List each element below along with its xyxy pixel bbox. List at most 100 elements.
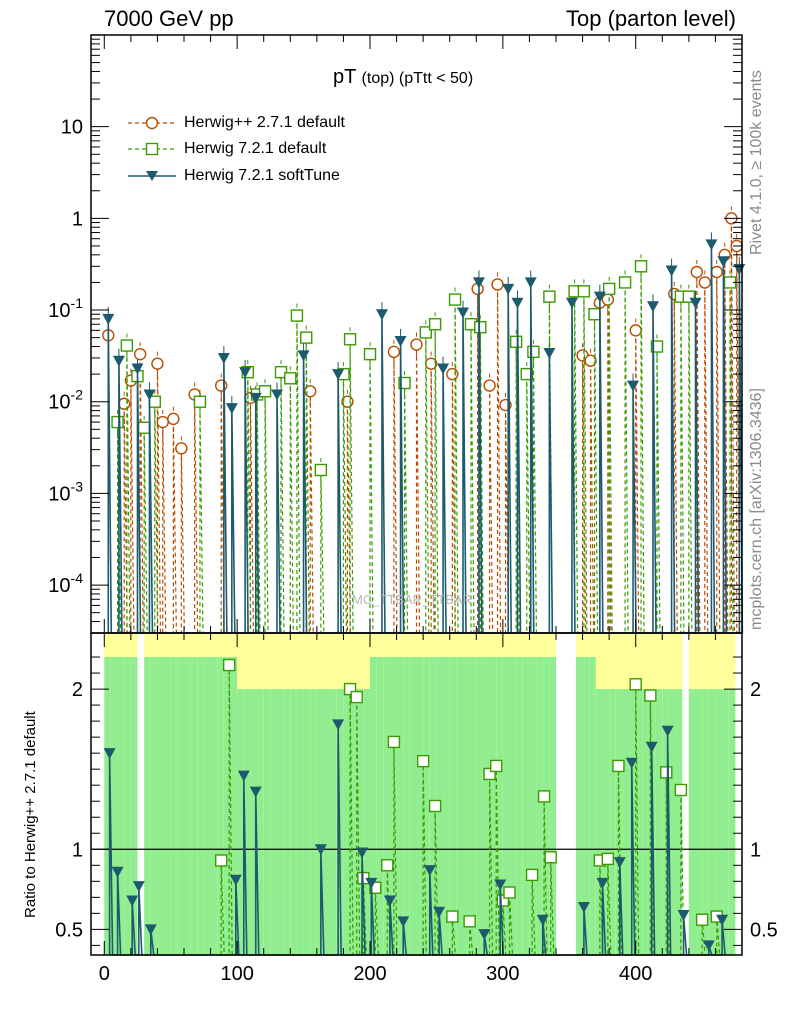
ratio-band-green [469, 657, 477, 955]
data-point-square [537, 790, 551, 803]
ratio-band-green [150, 657, 158, 955]
y-tick-label: 10 [61, 117, 83, 139]
data-point-square [682, 290, 696, 303]
ratio-band-green [642, 689, 649, 955]
data-point-square [284, 372, 297, 385]
ratio-band-green [536, 657, 543, 955]
x-tick-label: 100 [220, 963, 253, 985]
ratio-band-green [396, 657, 404, 955]
ratio-band-green [728, 689, 736, 955]
data-point-circle [175, 442, 188, 455]
data-point-triangle [144, 924, 157, 936]
data-point-square [258, 385, 272, 398]
data-point-circle [214, 379, 228, 392]
mcplots-reference-label: mcplots.cern.ch [arXiv:1306.3436] [748, 388, 765, 630]
ratio-band-green [522, 657, 530, 955]
ratio-band-green [250, 689, 258, 955]
data-point-triangle [112, 355, 125, 367]
ratio-band-green [316, 689, 324, 955]
ratio-uncertainty-bands [104, 633, 736, 955]
data-point-circle [483, 379, 496, 392]
data-point-square [369, 881, 382, 894]
data-point-square [350, 690, 363, 704]
ratio-band-green [496, 657, 503, 955]
x-tick-label: 300 [486, 963, 519, 985]
data-point-triangle [132, 881, 145, 893]
ratio-band-green [184, 657, 191, 955]
ratio-y-tick-label-right: 0.5 [750, 919, 778, 941]
data-point-triangle [365, 877, 378, 889]
ratio-band-green [363, 689, 370, 955]
data-point-triangle [249, 786, 262, 798]
data-point-square [120, 339, 134, 352]
data-point-triangle [689, 297, 702, 309]
data-point-square [601, 852, 615, 866]
ratio-band-green [542, 657, 550, 955]
data-point-square [387, 735, 401, 749]
data-point-circle [410, 338, 423, 351]
data-point-triangle [705, 239, 718, 251]
ratio-band-green [688, 689, 696, 955]
ratio-plot-frame [90, 632, 743, 956]
data-point-triangle [677, 909, 690, 921]
ratio-band-green [223, 657, 231, 955]
data-point-square [111, 415, 124, 429]
ratio-band-green [675, 689, 683, 955]
ratio-band-green [104, 657, 111, 955]
data-point-triangle [733, 264, 746, 276]
data-point-triangle [457, 307, 469, 319]
ratio-band-green [130, 657, 138, 955]
ratio-band-green [296, 689, 304, 955]
ratio-band-green [463, 657, 470, 955]
ratio-band-green [190, 657, 198, 955]
x-tick-label: 0 [99, 963, 110, 985]
data-point-triangle [645, 741, 658, 753]
rivet-version-label: Rivet 4.1.0, ≥ 100k events [748, 70, 765, 255]
ratio-band-green [310, 689, 317, 955]
ratio-y-tick-label-right: 1 [750, 839, 761, 861]
ratio-band-green [549, 657, 556, 955]
ratio-band-green [197, 657, 204, 955]
ratio-band-green [370, 657, 377, 955]
y-tick-label: 10-1 [48, 295, 83, 322]
data-point-square [503, 886, 516, 899]
ratio-y-tick-label-right: 2 [750, 679, 761, 701]
frame-layer [90, 34, 743, 956]
data-point-triangle [249, 392, 262, 404]
data-point-square [674, 783, 688, 797]
data-point-square [448, 293, 462, 306]
data-point-triangle [661, 725, 674, 737]
data-point-square [543, 290, 556, 303]
ratio-band-green [609, 689, 616, 955]
y-tick-label: 10-4 [48, 570, 83, 597]
data-point-triangle [716, 914, 729, 926]
data-point-triangle [433, 906, 446, 918]
data-point-circle [601, 293, 615, 306]
data-point-triangle [225, 403, 238, 415]
y-tick-label: 10-3 [48, 478, 83, 505]
ratio-band-green [177, 657, 184, 955]
ratio-band-green [423, 657, 430, 955]
data-point-triangle [646, 301, 659, 313]
data-point-square [290, 309, 304, 322]
ratio-band-green [257, 689, 264, 955]
plot-title: pT (top) (pTtt < 50) [333, 66, 473, 89]
ratio-band-green [303, 689, 311, 955]
data-point-square [650, 340, 664, 353]
plot-title-main: pT [333, 66, 356, 88]
ratio-band-green [124, 657, 131, 955]
data-point-triangle [332, 719, 345, 731]
open-circle-icon [128, 116, 176, 130]
data-point-circle [690, 265, 704, 279]
data-point-square [193, 395, 207, 408]
ratio-band-green [502, 657, 510, 955]
data-point-triangle [536, 914, 549, 926]
data-point-triangle [665, 265, 678, 277]
ratio-band-green [144, 657, 151, 955]
data-point-circle [387, 345, 401, 359]
data-point-square [629, 678, 642, 691]
legend-label: Herwig 7.2.1 default [184, 140, 327, 157]
ratio-y-tick-label: 1 [72, 839, 83, 861]
legend-label: Herwig 7.2.1 softTune [184, 167, 340, 184]
